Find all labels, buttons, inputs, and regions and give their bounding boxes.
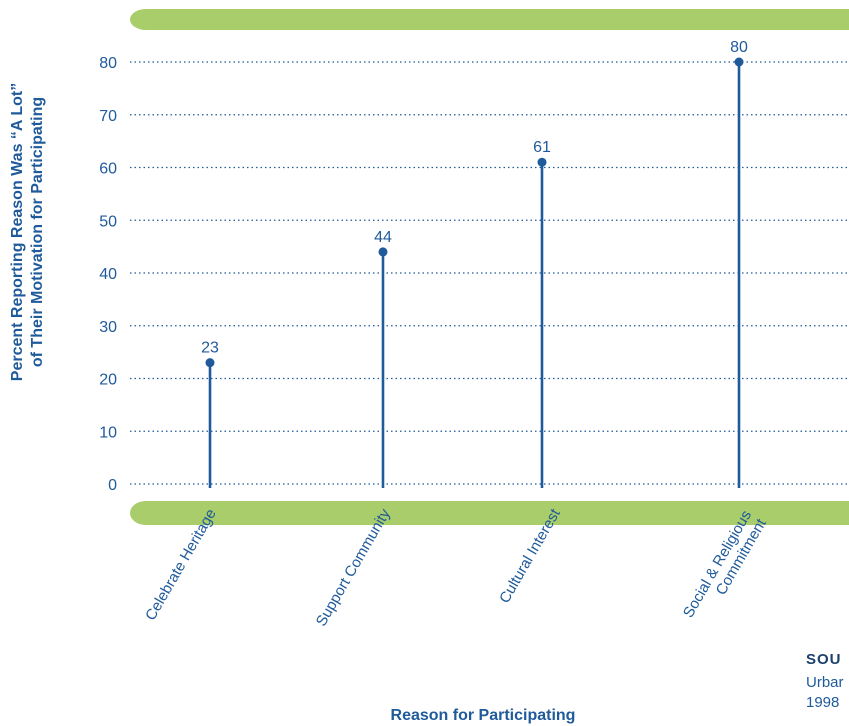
y-tick-label: 20 [99,372,117,389]
y-axis-title-line-1: Percent Reporting Reason Was “A Lot” [9,83,26,381]
data-point [205,358,215,368]
y-axis-title: Percent Reporting Reason Was “A Lot” of … [9,83,46,381]
value-label: 80 [730,39,748,56]
data-point [378,247,388,257]
data-point [734,57,744,67]
source-line: Urbar [806,674,844,691]
value-label: 23 [201,340,219,357]
x-axis-title: Reason for Participating [391,707,576,724]
y-tick-label: 10 [99,424,117,441]
top-band [130,9,849,30]
y-axis-ticks: 0 10 20 30 40 50 60 70 80 [99,55,117,494]
y-tick-label: 50 [99,213,117,230]
y-tick-label: 70 [99,108,117,125]
source-line: 1998 [806,694,840,711]
value-label: 61 [533,139,551,156]
y-tick-label: 60 [99,161,117,178]
lollipop-series: 23 44 61 80 [201,39,748,488]
y-tick-label: 0 [108,477,117,494]
category-label: Social & ReligiousCommitment [680,507,770,629]
gridlines [130,61,849,485]
category-label-text: Social & ReligiousCommitment [680,507,770,629]
y-tick-label: 80 [99,55,117,72]
data-point [537,157,547,167]
value-label: 44 [374,229,392,246]
source-heading: SOU [806,651,842,668]
y-axis-title-line-2: of Their Motivation for Participating [29,97,46,367]
bottom-band [130,501,849,525]
y-tick-label: 30 [99,319,117,336]
y-tick-label: 40 [99,266,117,283]
